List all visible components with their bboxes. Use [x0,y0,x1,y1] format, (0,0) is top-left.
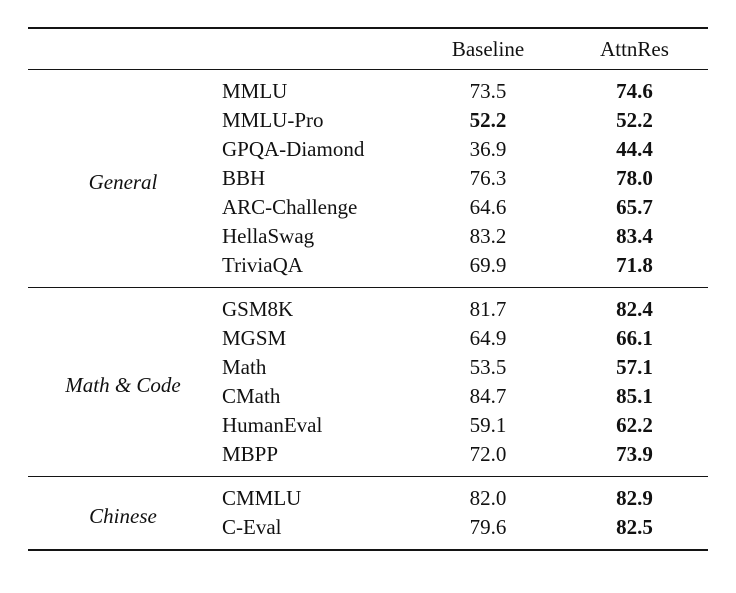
benchmark-name: MBPP [222,442,279,466]
attnres-value: 73.9 [616,442,653,466]
attnres-value: 57.1 [616,355,653,379]
table-row: Chinese CMMLU 82.0 82.9 [28,477,708,528]
attnres-value: 82.5 [616,515,653,539]
table-row: Math & Code GSM8K 81.7 82.4 [28,288,708,397]
group-label: Chinese [89,504,157,528]
table-row: General MMLU 73.5 74.6 [28,70,708,194]
table-row: MGSM 64.9 66.1 [28,324,708,353]
baseline-value: 81.7 [469,297,507,321]
benchmark-name: TriviaQA [222,253,303,277]
table-row: CMath 84.7 85.1 [28,382,708,411]
table-row: MMLU-Pro 52.2 52.2 [28,106,708,135]
baseline-value: 69.9 [469,253,507,277]
benchmark-name: GPQA-Diamond [222,137,365,161]
benchmark-name: BBH [222,166,266,190]
attnres-value: 44.4 [616,137,653,161]
group-chinese: Chinese CMMLU 82.0 82.9 C-Eval 79.6 82.5 [28,476,708,551]
baseline-value: 82.0 [469,486,507,510]
results-table: Baseline AttnRes General MMLU 73.5 74.6 MMLU… [28,27,708,551]
benchmark-name: HellaSwag [222,224,315,248]
baseline-value: 53.5 [469,355,507,379]
attnres-value: 65.7 [616,195,653,219]
table-row: BBH 76.3 78.0 [28,164,708,193]
baseline-value: 79.6 [469,515,507,539]
header-attnres: AttnRes [600,36,669,61]
benchmark-name: MMLU [222,79,288,103]
baseline-value: 36.9 [469,137,507,161]
attnres-value: 62.2 [616,413,653,437]
benchmark-name: HumanEval [222,413,323,437]
header-row: Baseline AttnRes [28,28,708,70]
group-label: General [88,169,158,194]
attnres-value: 52.2 [616,108,653,132]
benchmark-name: CMMLU [222,486,302,510]
attnres-value: 82.4 [616,297,653,321]
group-math-code: Math & Code GSM8K 81.7 82.4 MGSM 64.9 66.1 Math… [28,287,708,477]
baseline-value: 64.9 [469,326,507,350]
benchmark-name: GSM8K [222,297,294,321]
table-header: Baseline AttnRes [28,28,708,70]
baseline-value: 64.6 [469,195,507,219]
baseline-value: 83.2 [469,224,507,248]
group-general: General MMLU 73.5 74.6 MMLU-Pro 52.2 52.2 GPQA-… [28,70,708,288]
table-row: HumanEval 59.1 62.2 [28,411,708,440]
group-label: Math & Code [65,373,181,397]
table-row: HellaSwag 83.2 83.4 [28,222,708,251]
attnres-value: 74.6 [616,79,653,103]
table-row: GPQA-Diamond 36.9 44.4 [28,135,708,164]
benchmark-name: ARC-Challenge [222,195,358,219]
header-empty-benchmark [218,28,415,70]
table-row: TriviaQA 69.9 71.8 [28,251,708,288]
benchmark-name: C-Eval [222,515,282,539]
baseline-value: 73.5 [469,79,507,103]
attnres-value: 82.9 [616,486,653,510]
attnres-value: 71.8 [616,253,653,277]
table-row: Math 53.5 57.1 [28,353,708,382]
table-row: MBPP 72.0 73.9 [28,440,708,477]
baseline-value: 72.0 [469,442,507,466]
benchmark-name: MGSM [222,326,287,350]
attnres-value: 83.4 [616,224,653,248]
benchmark-name: CMath [222,384,281,408]
baseline-value: 52.2 [469,108,507,132]
attnres-value: 85.1 [616,384,653,408]
baseline-value: 59.1 [469,413,507,437]
attnres-value: 66.1 [616,326,653,350]
benchmark-name: Math [222,355,267,379]
baseline-value: 84.7 [469,384,507,408]
header-baseline: Baseline [451,36,525,61]
table-row: C-Eval 79.6 82.5 [28,513,708,550]
table-row: ARC-Challenge 64.6 65.7 [28,193,708,222]
benchmark-name: MMLU-Pro [222,108,324,132]
attnres-value: 78.0 [616,166,653,190]
baseline-value: 76.3 [469,166,507,190]
header-empty-group [28,28,218,70]
